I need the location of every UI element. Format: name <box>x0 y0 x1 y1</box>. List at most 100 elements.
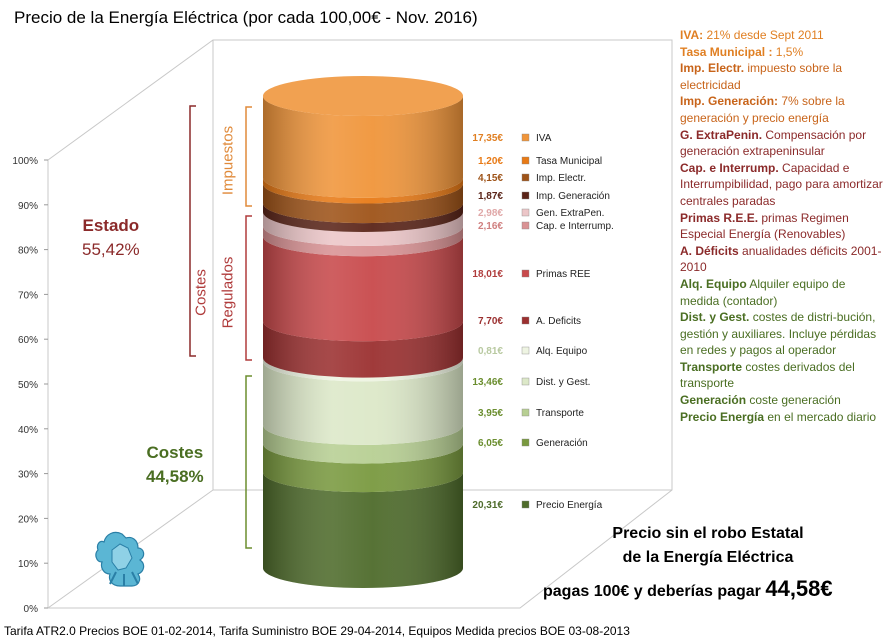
description-term: Generación <box>680 393 747 408</box>
y-axis: 0% 10% 20% 30% 40% 50% 60% 70% 80% 90% 100% <box>12 156 48 615</box>
legend-label: IVA <box>536 133 552 144</box>
description-item: Primas R.E.E. primas Regimen Especial En… <box>680 210 885 243</box>
y-tick-label: 30% <box>18 470 38 481</box>
cylinder-segment <box>263 177 463 204</box>
brackets <box>189 105 252 549</box>
y-tick-label: 60% <box>18 335 38 346</box>
description-item: Alq. Equipo Alquiler equipo de medida (c… <box>680 276 885 309</box>
legend-swatch <box>521 438 530 447</box>
cylinder-segment <box>263 357 463 382</box>
segment-value-label: 3,95€ <box>478 408 503 419</box>
group-costes-value: 44,58% <box>146 467 204 486</box>
y-tick-label: 80% <box>18 246 38 257</box>
description-text: 1,5% <box>772 44 804 59</box>
segment-shade <box>263 183 463 224</box>
description-text: Capacidad e Interrumpibilidad, pago para… <box>680 160 883 208</box>
segment-shade <box>263 96 463 198</box>
cylinder-segment <box>263 236 463 342</box>
cylinder-top-highlight <box>263 76 463 116</box>
stacked-cylinder <box>263 76 463 588</box>
legend-swatch <box>521 269 530 278</box>
segment-value-label: 13,46€ <box>472 377 503 388</box>
description-text: coste generación <box>746 393 841 408</box>
cylinder-segment <box>263 211 463 247</box>
segment-shade <box>263 177 463 204</box>
description-item: Imp. Electr. impuesto sobre la electrici… <box>680 60 885 93</box>
bracket-label-regulados: Regulados <box>219 256 237 329</box>
segment-value-label: 1,20€ <box>478 156 503 167</box>
legend-label: Generación <box>536 438 588 449</box>
legend: Precio Energía Generación Transporte Dist. … <box>521 133 614 511</box>
description-text: Compensación por generación extrapeninsu… <box>680 127 867 159</box>
y-tick-label: 20% <box>18 514 38 525</box>
legend-swatch <box>521 208 530 217</box>
description-term: Tasa Municipal : <box>680 44 773 59</box>
footer-note: Tarifa ATR2.0 Precios BOE 01-02-2014, Ta… <box>4 624 630 638</box>
legend-swatch <box>521 156 530 165</box>
bottom-line-3: pagas 100€ y deberías pagar 44,58€ <box>543 576 833 602</box>
description-term: Dist. y Gest. <box>680 310 750 325</box>
cylinder-top-cap <box>263 76 463 116</box>
legend-label: Primas REE <box>536 269 591 280</box>
chart-title: Precio de la Energía Eléctrica (por cada… <box>14 8 478 27</box>
segment-shade <box>263 361 463 445</box>
segment-shade <box>263 443 463 493</box>
cylinder-segment <box>263 96 463 198</box>
description-text: costes derivados del transporte <box>680 359 855 391</box>
group-costes: Costes 44,58% <box>146 441 204 489</box>
description-item: IVA: 21% desde Sept 2011 <box>680 27 885 44</box>
legend-swatch <box>521 173 530 182</box>
segment-shade <box>263 472 463 588</box>
bottom-line-1: Precio sin el robo Estatal <box>612 525 804 542</box>
description-panel: IVA: 21% desde Sept 2011 Tasa Municipal :… <box>680 27 885 425</box>
description-text: costes de distri-bución, gestión y auxil… <box>680 310 877 358</box>
legend-swatch <box>521 500 530 509</box>
description-term: Precio Energía <box>680 409 765 424</box>
description-term: Imp. Electr. <box>680 61 745 76</box>
segment-value-label: 0,81€ <box>478 346 503 357</box>
y-tick-label: 10% <box>18 559 38 570</box>
legend-label: Dist. y Gest. <box>536 377 590 388</box>
bracket-line <box>245 375 252 549</box>
legend-swatch <box>521 346 530 355</box>
bottom-line-3-prefix: pagas 100€ y deberías pagar <box>543 583 766 600</box>
segment-shade <box>263 203 463 232</box>
segment-value-label: 6,05€ <box>478 438 503 449</box>
group-estado-name: Estado <box>82 216 140 235</box>
bottom-line-3-value: 44,58€ <box>765 576 833 601</box>
segment-value-label: 2,98€ <box>478 208 503 219</box>
y-tick-label: 0% <box>24 604 39 615</box>
segment-shade <box>263 226 463 257</box>
legend-swatch <box>521 191 530 200</box>
legend-label: Cap. e Interrump. <box>536 221 614 232</box>
description-term: Imp. Generación: <box>680 94 779 109</box>
bracket-line <box>245 215 252 361</box>
description-item: Transporte costes derivados del transpor… <box>680 359 885 392</box>
description-item: G. ExtraPenin. Compensación por generaci… <box>680 127 885 160</box>
cylinder-segment <box>263 424 463 464</box>
description-text: 7% sobre la generación y precio energía <box>680 94 845 125</box>
segment-shade <box>263 424 463 464</box>
bracket-line <box>245 106 252 207</box>
legend-label: Transporte <box>536 408 584 419</box>
legend-label: Tasa Municipal <box>536 156 602 167</box>
description-item: Cap. e Interrump. Capacidad e Interrumpi… <box>680 160 885 210</box>
legend-label: Gen. ExtraPen. <box>536 208 604 219</box>
description-term: A. Déficits <box>680 243 739 258</box>
description-text: anualidades déficits 2001-2010 <box>680 243 882 275</box>
bottom-message: Precio sin el robo Estatal de la Energía… <box>548 522 868 570</box>
segment-value-label: 17,35€ <box>472 133 503 144</box>
y-tick-label: 100% <box>12 156 38 167</box>
description-text: 21% desde Sept 2011 <box>703 28 824 42</box>
description-item: Imp. Generación: 7% sobre la generación … <box>680 93 885 126</box>
legend-label: Imp. Electr. <box>536 173 586 184</box>
cylinder-segment <box>263 361 463 445</box>
group-estado-value: 55,42% <box>82 240 140 259</box>
y-tick-label: 70% <box>18 290 38 301</box>
segment-value-label: 4,15€ <box>478 173 503 184</box>
description-term: G. ExtraPenin. <box>680 127 763 142</box>
y-tick-label: 40% <box>18 425 38 436</box>
description-term: Primas R.E.E. <box>680 210 759 225</box>
description-text: impuesto sobre la electricidad <box>680 61 843 92</box>
